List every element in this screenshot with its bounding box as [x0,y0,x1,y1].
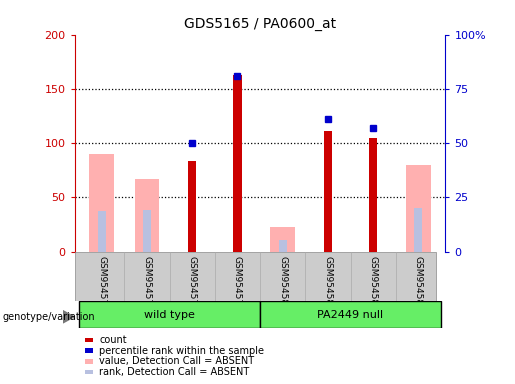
Bar [414,208,422,252]
Bar [79,301,260,328]
Bar [279,240,287,252]
Bar [188,162,196,252]
Title: GDS5165 / PA0600_at: GDS5165 / PA0600_at [184,17,336,31]
Text: GSM954580: GSM954580 [278,255,287,310]
Text: percentile rank within the sample: percentile rank within the sample [99,346,264,356]
Bar [134,179,160,252]
Polygon shape [63,311,74,323]
Bar [406,165,431,252]
Bar [233,75,242,252]
Text: rank, Detection Call = ABSENT: rank, Detection Call = ABSENT [99,367,250,377]
Text: GSM954578: GSM954578 [188,255,197,310]
Bar [143,210,151,252]
Text: GSM954577: GSM954577 [143,255,151,310]
Bar [270,227,295,252]
Text: GSM954583: GSM954583 [414,255,423,310]
Text: count: count [99,335,127,345]
Text: value, Detection Call = ABSENT: value, Detection Call = ABSENT [99,356,254,366]
Bar [324,131,332,252]
Text: GSM954582: GSM954582 [369,255,377,310]
Text: GSM954579: GSM954579 [233,255,242,310]
Text: GSM954576: GSM954576 [97,255,106,310]
Bar [90,154,114,252]
Text: genotype/variation: genotype/variation [3,312,95,322]
Bar [369,137,377,252]
Text: GSM954581: GSM954581 [323,255,332,310]
Text: wild type: wild type [144,310,195,320]
Bar [98,211,106,252]
Text: PA2449 null: PA2449 null [317,310,384,320]
Bar [260,301,441,328]
